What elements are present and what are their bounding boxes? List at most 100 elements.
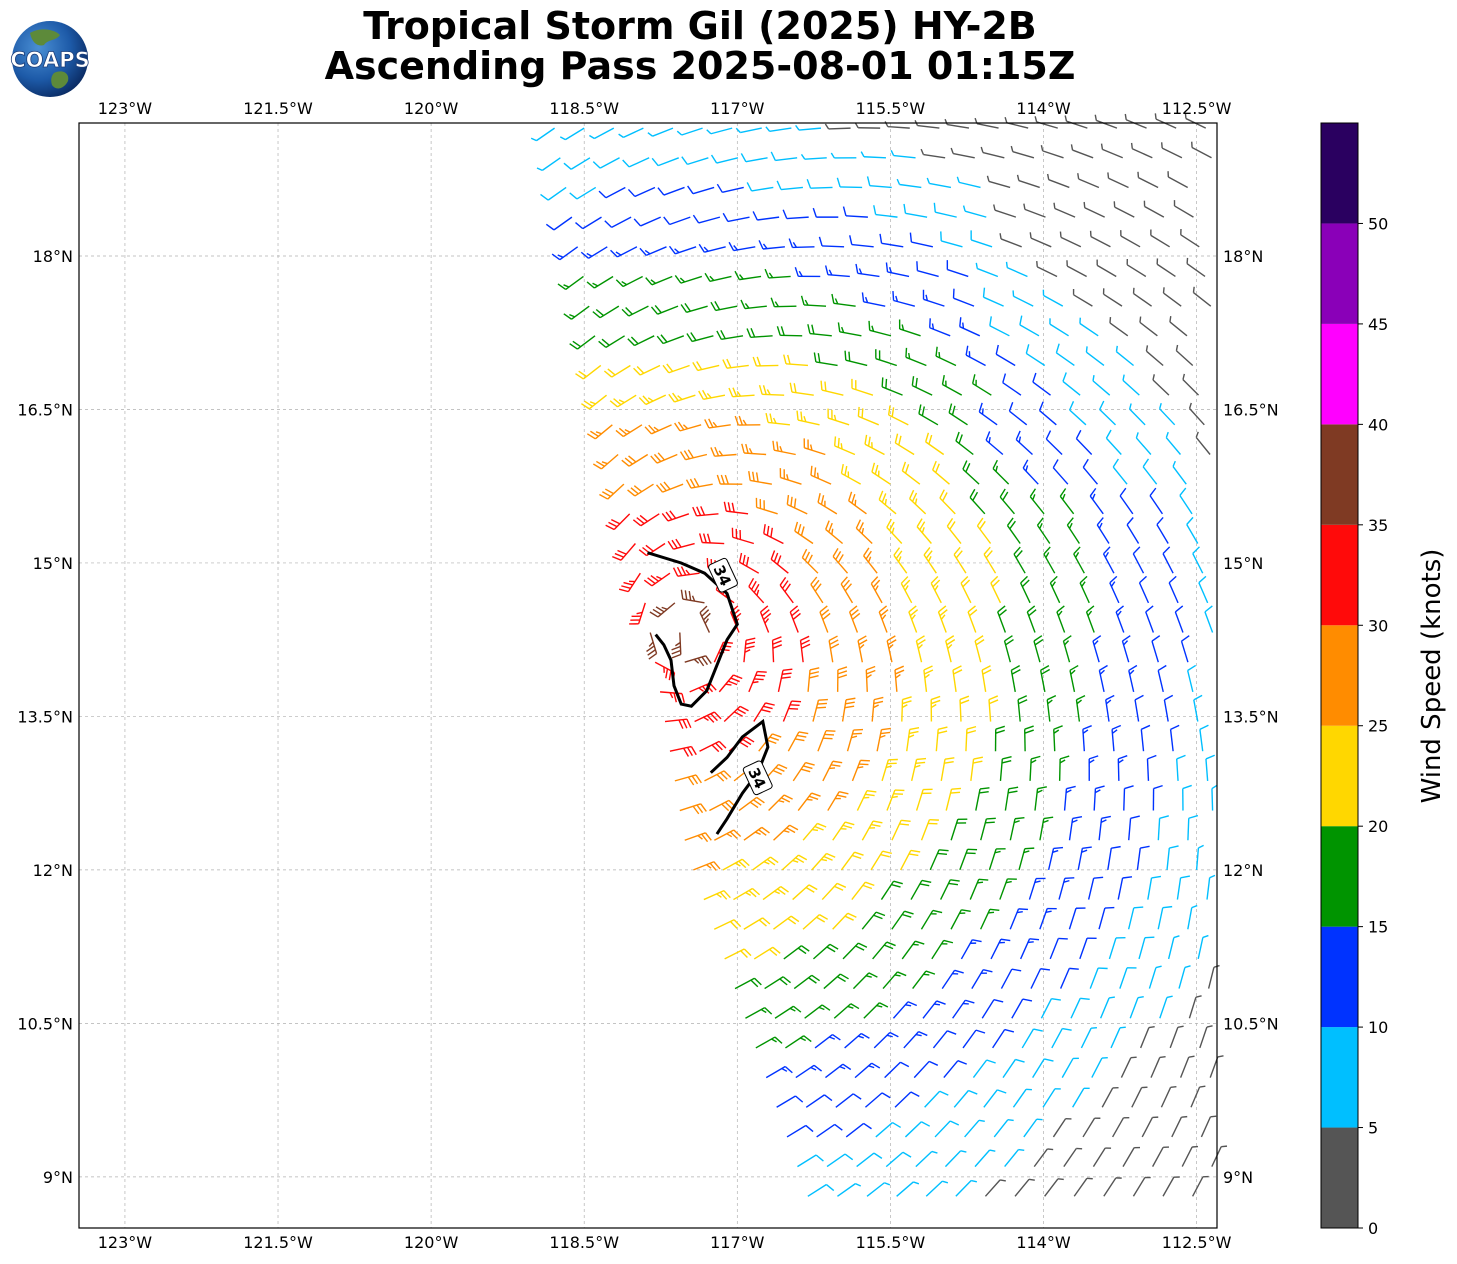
- wind-barb: [797, 792, 821, 811]
- wind-barb: [1025, 344, 1046, 367]
- wind-barb: [941, 969, 964, 989]
- wind-barb: [819, 605, 831, 633]
- wind-barb: [650, 305, 679, 315]
- wind-barb: [633, 216, 661, 227]
- wind-barb: [1211, 1145, 1228, 1167]
- wind-barb: [1082, 725, 1092, 752]
- wind-barb: [832, 912, 857, 930]
- contour-label-box: [708, 557, 738, 593]
- wind-barb: [692, 506, 719, 517]
- wind-barb: [810, 465, 832, 485]
- y-tick-label-right: 10.5°N: [1223, 1014, 1279, 1033]
- wind-barb: [1129, 995, 1144, 1019]
- wind-barb: [724, 948, 752, 960]
- wind-barb: [918, 404, 939, 426]
- wind-barb: [993, 204, 1017, 218]
- wind-barb: [1120, 1056, 1137, 1078]
- wind-barb: [980, 146, 1005, 159]
- wind-barb: [802, 913, 829, 930]
- wind-barb: [1094, 114, 1118, 129]
- wind-barb: [1046, 173, 1070, 189]
- wind-barb: [1079, 317, 1099, 337]
- wind-barb: [779, 577, 794, 604]
- wind-barb: [667, 538, 695, 550]
- wind-barb: [1046, 695, 1057, 722]
- wind-barb: [852, 972, 878, 990]
- wind-barb: [901, 696, 912, 722]
- wind-barb: [1059, 488, 1075, 515]
- wind-barb: [959, 848, 978, 871]
- wind-barb: [684, 655, 712, 667]
- wind-barb: [985, 431, 1004, 456]
- wind-barb: [946, 517, 962, 544]
- wind-barb: [915, 788, 933, 811]
- wind-barb: [1032, 372, 1051, 396]
- wind-barb: [752, 211, 780, 221]
- wind-barb: [1099, 996, 1115, 1019]
- wind-barb: [1145, 605, 1155, 633]
- wind-barb: [603, 364, 631, 378]
- wind-barb: [1016, 174, 1040, 189]
- wind-barb: [1012, 290, 1034, 307]
- wind-barb: [993, 1118, 1014, 1138]
- wind-barb: [1140, 724, 1151, 752]
- wind-barb: [722, 212, 750, 223]
- wind-barb: [952, 288, 975, 307]
- colorbar-tick-label: 40: [1368, 415, 1388, 434]
- wind-barb: [873, 1031, 899, 1049]
- wind-barb: [999, 233, 1022, 248]
- wind-barb: [892, 290, 915, 307]
- wind-barb: [770, 550, 789, 574]
- wind-barb: [783, 945, 810, 960]
- wind-barb: [923, 546, 937, 574]
- wind-barb: [687, 185, 715, 195]
- wind-barb: [592, 305, 620, 319]
- wind-barb: [975, 262, 999, 278]
- wind-barb: [759, 605, 772, 633]
- wind-barb: [1092, 635, 1102, 663]
- x-tick-label-top: 120°W: [404, 99, 459, 118]
- wind-barb: [1167, 171, 1189, 189]
- wind-barb: [698, 533, 725, 545]
- x-tick-label-top: 114°W: [1016, 99, 1071, 118]
- wind-barb: [1056, 605, 1066, 633]
- plot-frame: [78, 122, 1218, 1229]
- wind-barb: [1077, 173, 1100, 189]
- wind-barb: [771, 636, 783, 663]
- wind-barb: [807, 1183, 835, 1197]
- wind-barb: [1211, 784, 1218, 811]
- wind-barb: [1162, 1176, 1180, 1197]
- wind-barb: [1150, 229, 1171, 248]
- wind-barb: [1040, 997, 1061, 1019]
- wind-barb: [871, 462, 891, 485]
- wind-barb: [1012, 1088, 1032, 1108]
- wind-barb: [1051, 1027, 1072, 1049]
- wind-barb: [735, 127, 762, 134]
- wind-barb: [710, 154, 739, 164]
- contour-label-box: [742, 760, 773, 796]
- wind-barb: [1180, 635, 1190, 663]
- colorbar-segment: [1321, 826, 1358, 927]
- wind-barb: [1200, 1115, 1217, 1138]
- globe-land-shape: [30, 29, 69, 89]
- wind-barb: [813, 352, 838, 367]
- wind-barb: [925, 432, 945, 456]
- wind-barb: [912, 970, 936, 990]
- x-tick-label-bottom: 112.5°W: [1162, 1233, 1232, 1252]
- wind-barb: [960, 575, 972, 604]
- wind-barb: [1107, 172, 1129, 189]
- wind-barb: [1134, 694, 1144, 722]
- wind-barb: [746, 182, 774, 192]
- wind-barb: [1098, 815, 1111, 841]
- wind-barb: [1197, 934, 1209, 960]
- y-tick-label-left: 15°N: [33, 554, 73, 573]
- wind-barb: [1000, 968, 1022, 989]
- colorbar-segment: [1321, 1027, 1358, 1128]
- wind-barb: [1029, 232, 1052, 248]
- colorbar-tick-label: 15: [1368, 918, 1388, 937]
- wind-barb: [783, 354, 809, 367]
- wind-barb: [882, 971, 907, 990]
- wind-barb: [876, 727, 891, 752]
- colorbar-segment: [1321, 1127, 1358, 1228]
- wind-barb: [1117, 876, 1133, 900]
